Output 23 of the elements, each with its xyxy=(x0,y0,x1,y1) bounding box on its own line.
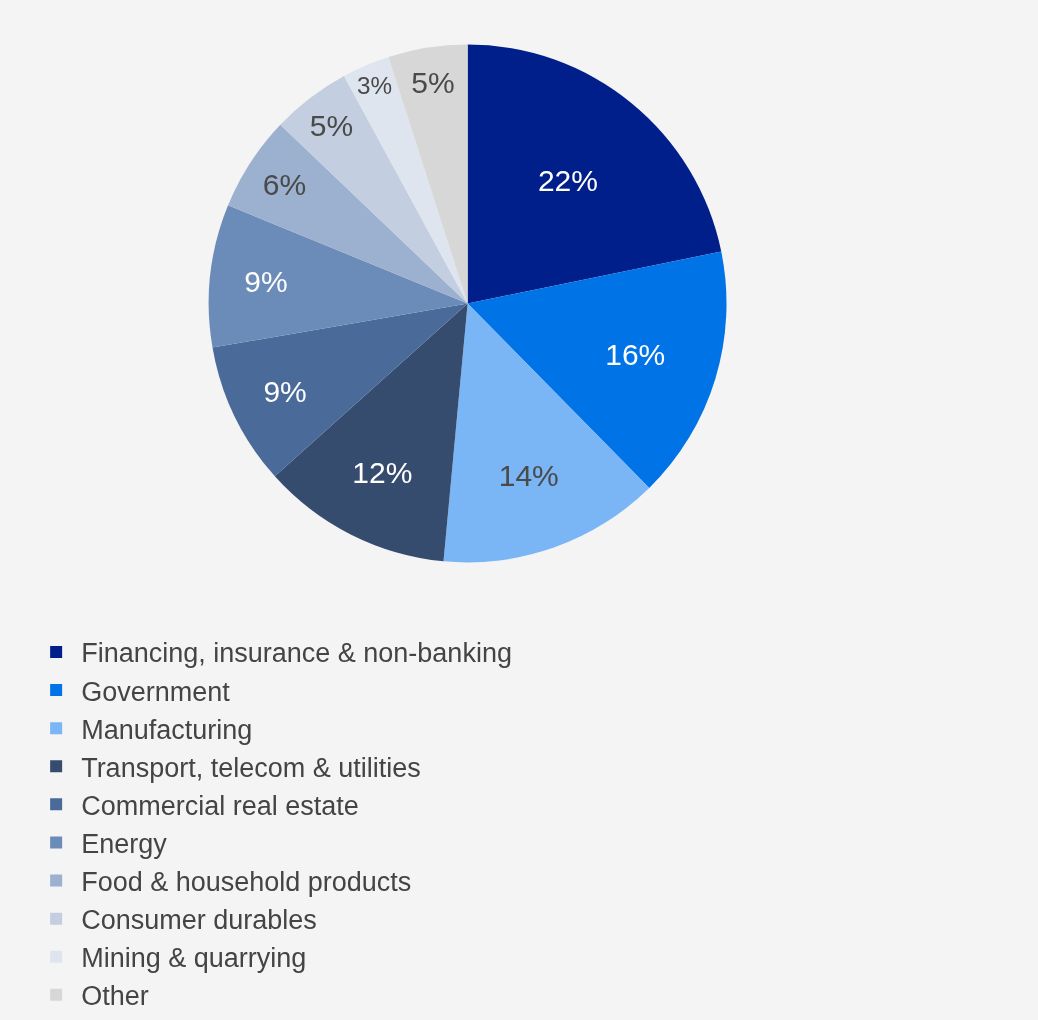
legend-label: Energy xyxy=(81,828,168,859)
pie-slice xyxy=(209,205,468,348)
data-label: 16% xyxy=(605,338,666,372)
legend-label: Other xyxy=(81,981,149,1012)
pie-slice xyxy=(467,251,727,488)
legend-label: Financing, insurance & non-banking xyxy=(81,638,512,669)
legend-label: Manufacturing xyxy=(81,714,253,745)
legend-label: Transport, telecom & utilities xyxy=(81,752,421,783)
data-label: 14% xyxy=(498,458,559,492)
data-label: 22% xyxy=(537,164,598,198)
data-label: 6% xyxy=(262,168,307,202)
data-label: 12% xyxy=(352,456,413,490)
legend-label: Mining & quarrying xyxy=(81,943,307,974)
legend-label: Food & household products xyxy=(81,867,412,898)
legend-label: Government xyxy=(81,676,231,707)
legend-label: Consumer durables xyxy=(81,905,317,936)
data-label: 5% xyxy=(309,108,354,142)
data-label: 5% xyxy=(411,65,455,99)
data-label: 9% xyxy=(244,264,288,298)
data-label: 3% xyxy=(356,72,392,100)
pie-slice xyxy=(467,44,722,304)
legend-label: Commercial real estate xyxy=(81,790,359,821)
data-label: 9% xyxy=(263,375,307,409)
